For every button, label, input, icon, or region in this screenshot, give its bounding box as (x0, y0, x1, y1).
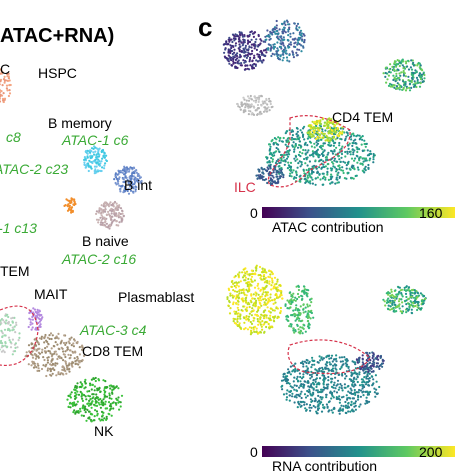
cluster-label: HSPC (38, 65, 77, 81)
colorbar-min: 0 (250, 205, 258, 221)
cluster-label: ATAC-1 c6 (61, 132, 129, 148)
cluster-label: Plasmablast (118, 289, 194, 305)
cluster-label: B int (124, 177, 152, 193)
cluster-label: ATAC-3 c4 (79, 322, 147, 338)
outlines (0, 115, 371, 375)
cluster-label: TEM (0, 263, 30, 279)
cluster-label: B naive (82, 233, 129, 249)
cluster-label: ATAC-2 c23 (0, 161, 68, 177)
panel-letter: c (198, 12, 212, 42)
colorbar-title: RNA contribution (272, 458, 377, 474)
colorbar (262, 446, 455, 457)
colorbar-max: 160 (419, 205, 443, 221)
cluster-label: MAIT (34, 286, 68, 302)
cluster-label: ILC (234, 179, 256, 195)
scatter-points (0, 19, 427, 423)
colorbar-min: 0 (250, 444, 258, 460)
cluster-label: CD8 TEM (82, 343, 143, 359)
panel-header: ATAC+RNA) (0, 25, 114, 47)
colorbar-title: ATAC contribution (272, 219, 384, 235)
cluster-label: C (0, 61, 10, 77)
colorbar (262, 207, 455, 218)
cluster-label: ATAC-2 c16 (61, 251, 136, 267)
cluster-label: B memory (48, 115, 112, 131)
colorbar-max: 200 (419, 444, 443, 460)
cluster-label: c8 (6, 129, 21, 145)
cluster-label: -1 c13 (0, 220, 37, 236)
cluster-label: CD4 TEM (332, 109, 393, 125)
cluster-label: NK (94, 423, 114, 439)
